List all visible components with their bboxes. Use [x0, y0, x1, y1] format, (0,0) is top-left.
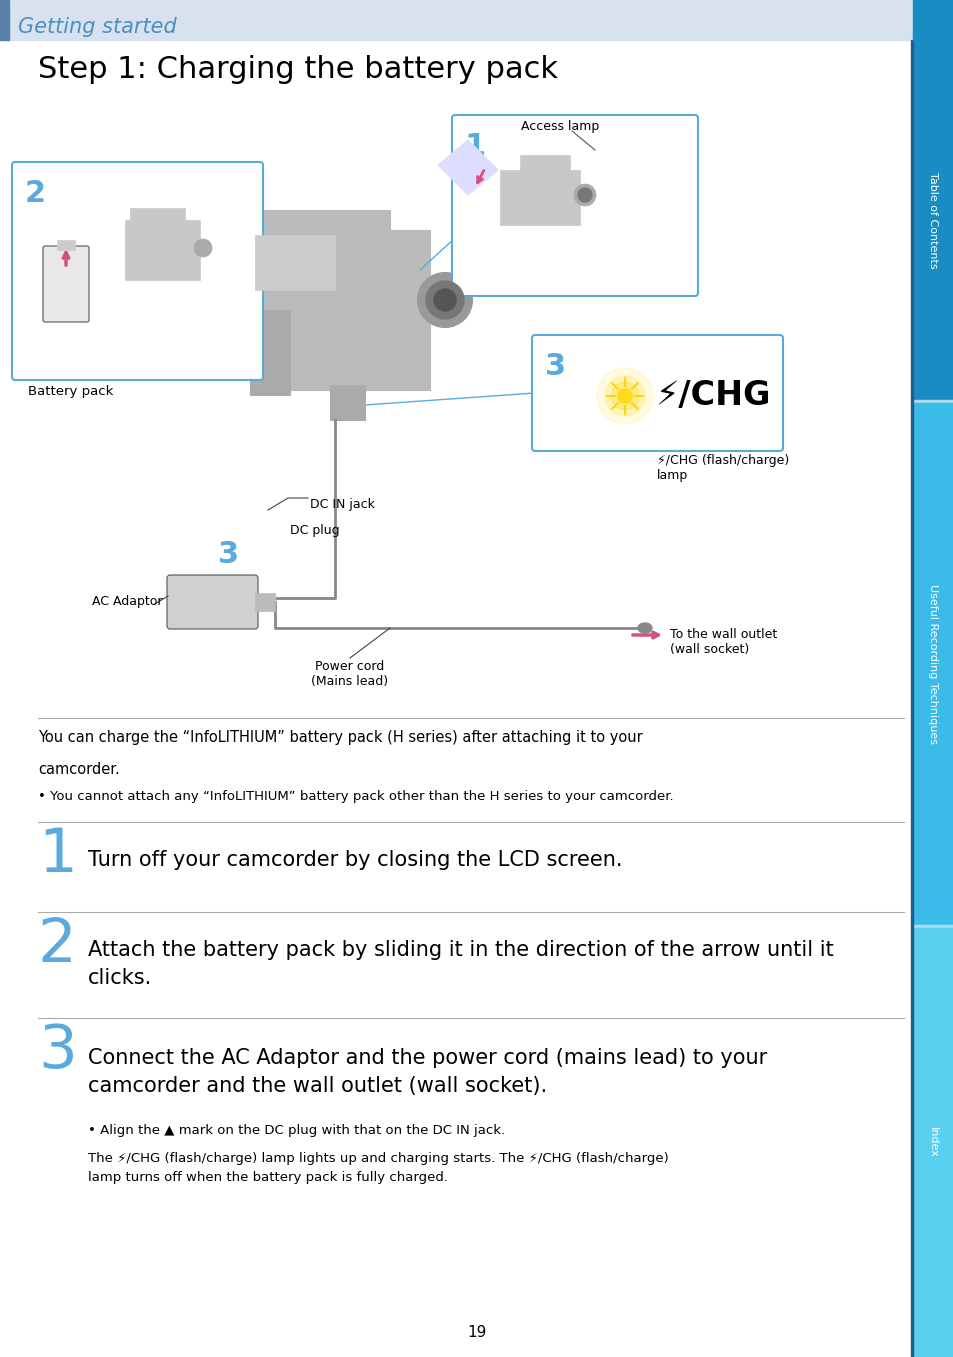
Bar — [0, 0, 953, 39]
Ellipse shape — [193, 239, 212, 256]
Ellipse shape — [604, 376, 644, 417]
Text: Useful Recording Techniques: Useful Recording Techniques — [927, 584, 937, 744]
Bar — [254, 593, 274, 611]
Text: 2: 2 — [38, 916, 77, 974]
Text: You can charge the “InfoLITHIUM” battery pack (H series) after attaching it to y: You can charge the “InfoLITHIUM” battery… — [38, 730, 642, 745]
Bar — [910, 39, 912, 1357]
Text: DC plug: DC plug — [290, 524, 339, 537]
Polygon shape — [437, 140, 497, 195]
Bar — [125, 220, 200, 280]
FancyBboxPatch shape — [43, 246, 89, 322]
Text: DC IN jack: DC IN jack — [310, 498, 375, 512]
Bar — [499, 170, 579, 225]
Text: Battery pack: Battery pack — [28, 385, 113, 398]
Text: camcorder.: camcorder. — [38, 763, 120, 778]
Bar — [0, 0, 9, 39]
FancyBboxPatch shape — [12, 161, 263, 380]
FancyBboxPatch shape — [167, 575, 257, 630]
Text: 19: 19 — [467, 1324, 486, 1339]
Bar — [254, 235, 335, 290]
Bar — [330, 385, 365, 421]
Text: Step 1: Charging the battery pack: Step 1: Charging the battery pack — [38, 56, 558, 84]
Text: Connect the AC Adaptor and the power cord (mains lead) to your
camcorder and the: Connect the AC Adaptor and the power cor… — [88, 1048, 766, 1096]
Text: ⚡/CHG (flash/charge)
lamp: ⚡/CHG (flash/charge) lamp — [657, 455, 788, 482]
Text: Turn off your camcorder by closing the LCD screen.: Turn off your camcorder by closing the L… — [88, 849, 622, 870]
Ellipse shape — [426, 281, 463, 319]
Text: Getting started: Getting started — [18, 18, 176, 37]
Bar — [250, 229, 430, 389]
FancyBboxPatch shape — [452, 115, 698, 296]
Bar — [519, 155, 569, 172]
Text: 1: 1 — [38, 826, 77, 885]
Text: Access lamp: Access lamp — [520, 119, 598, 133]
Ellipse shape — [578, 189, 592, 202]
Text: 3: 3 — [38, 1022, 77, 1082]
Bar — [912, 925, 953, 928]
Bar — [57, 240, 75, 250]
Text: • You cannot attach any “InfoLITHIUM” battery pack other than the H series to yo: • You cannot attach any “InfoLITHIUM” ba… — [38, 790, 673, 803]
Text: 2: 2 — [25, 179, 46, 208]
Bar — [912, 400, 953, 403]
FancyBboxPatch shape — [532, 335, 782, 451]
Text: Index: Index — [927, 1126, 937, 1158]
Text: AC Adaptor: AC Adaptor — [91, 594, 162, 608]
Bar — [912, 928, 953, 1357]
Text: ⚡/CHG: ⚡/CHG — [655, 380, 770, 413]
Bar — [912, 39, 953, 400]
Ellipse shape — [618, 389, 631, 403]
Text: The ⚡/CHG (flash/charge) lamp lights up and charging starts. The ⚡/CHG (flash/ch: The ⚡/CHG (flash/charge) lamp lights up … — [88, 1152, 668, 1185]
Text: 3: 3 — [218, 540, 239, 569]
Ellipse shape — [610, 383, 639, 410]
Bar — [260, 210, 390, 237]
Text: Attach the battery pack by sliding it in the direction of the arrow until it
cli: Attach the battery pack by sliding it in… — [88, 940, 833, 988]
Text: Table of Contents: Table of Contents — [927, 172, 937, 269]
Bar — [912, 0, 953, 39]
Text: Power cord
(Mains lead): Power cord (Mains lead) — [311, 660, 388, 688]
Text: 1: 1 — [464, 132, 486, 161]
Text: 3: 3 — [544, 351, 565, 381]
Text: • Align the ▲ mark on the DC plug with that on the DC IN jack.: • Align the ▲ mark on the DC plug with t… — [88, 1124, 504, 1137]
Ellipse shape — [417, 273, 472, 327]
Bar — [912, 403, 953, 925]
Text: To the wall outlet
(wall socket): To the wall outlet (wall socket) — [669, 628, 777, 655]
Bar — [250, 309, 290, 395]
Ellipse shape — [434, 289, 456, 311]
Bar — [130, 208, 185, 224]
Ellipse shape — [597, 368, 652, 423]
Ellipse shape — [638, 623, 651, 632]
Ellipse shape — [574, 185, 596, 206]
